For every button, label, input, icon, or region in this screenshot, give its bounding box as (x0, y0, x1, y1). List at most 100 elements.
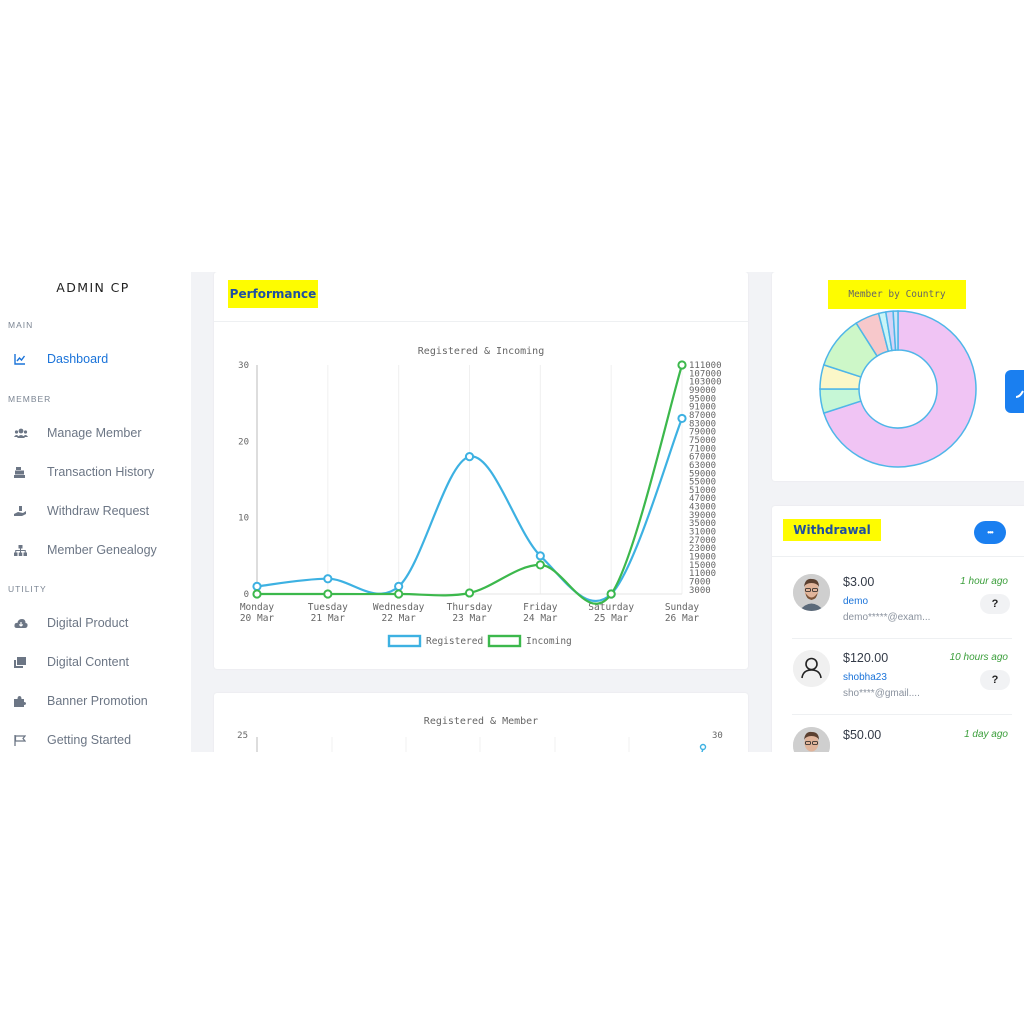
country-pie-chart (819, 310, 977, 468)
y-right-tick: 15000 (689, 561, 716, 571)
y-left-tick: 25 (237, 731, 248, 741)
sidebar-item-dashboard[interactable]: Dashboard (14, 348, 108, 370)
x-tick-label: 25 Mar (594, 613, 629, 624)
pie-slice (892, 310, 899, 351)
data-point (252, 581, 262, 591)
y-right-tick: 59000 (689, 469, 716, 479)
data-point (699, 743, 707, 751)
withdraw-time: 1 hour ago (960, 576, 1008, 587)
chart-title: Registered & Incoming (418, 346, 544, 357)
x-tick-label: 26 Mar (665, 613, 700, 624)
legend-label: Registered (426, 636, 483, 647)
series-line (256, 417, 684, 602)
section-member-title: MEMBER (8, 394, 52, 404)
list-item[interactable]: $120.00 shobha23 sho****@gmail.... 10 ho… (772, 639, 1012, 715)
y-right-tick: 75000 (689, 436, 716, 446)
x-tick-label: Thursday (447, 602, 493, 613)
y-right-tick: 103000 (689, 378, 722, 388)
registered-member-card: Registered & Member 25 30 (214, 693, 748, 752)
sidebar: ADMIN CP MAIN Dashboard MEMBER Manage Me… (0, 272, 190, 752)
sidebar-item-banner-promotion[interactable]: Banner Promotion (14, 690, 148, 712)
sidebar-item-label: Transaction History (47, 465, 155, 479)
data-point (535, 551, 545, 561)
divider (792, 714, 1012, 715)
card-divider (214, 321, 748, 322)
sidebar-item-label: Dashboard (47, 352, 109, 366)
sidebar-item-label: Manage Member (47, 426, 142, 440)
detail-button[interactable]: ? (980, 594, 1010, 614)
data-point (394, 581, 404, 591)
list-item[interactable]: $50.00 1 day ago (772, 716, 1012, 752)
sidebar-item-transaction-history[interactable]: Transaction History (14, 461, 154, 483)
dashboard-viewport: ADMIN CP MAIN Dashboard MEMBER Manage Me… (0, 272, 1024, 752)
divider (792, 638, 1012, 639)
y-right-tick: 91000 (689, 403, 716, 413)
withdraw-time: 10 hours ago (949, 652, 1008, 663)
x-tick-label: 24 Mar (523, 613, 558, 624)
withdraw-email: sho****@gmail.... (843, 688, 920, 699)
data-point (252, 589, 262, 599)
detail-button[interactable]: ? (980, 670, 1010, 690)
y-right-tick: 51000 (689, 486, 716, 496)
y-right-tick: 99000 (689, 386, 716, 396)
section-main-title: MAIN (8, 320, 34, 330)
data-point (606, 589, 616, 599)
list-item[interactable]: $3.00 demo demo*****@exam... 1 hour ago … (772, 563, 1012, 639)
y-right-tick: 27000 (689, 536, 716, 546)
legend-swatch (387, 634, 422, 648)
y-right-tick: 31000 (689, 528, 716, 538)
withdrawal-heading: Withdrawal (783, 519, 881, 541)
sidebar-item-withdraw-request[interactable]: Withdraw Request (14, 500, 149, 522)
sidebar-item-label: Getting Started (47, 733, 132, 747)
flag-icon (14, 733, 34, 747)
side-tab-button[interactable] (1005, 370, 1024, 413)
cloud-download-icon (14, 616, 34, 630)
withdraw-email: demo*****@exam... (843, 612, 931, 623)
avatar (793, 574, 830, 611)
legend-swatch (487, 634, 522, 648)
sidebar-item-getting-started[interactable]: Getting Started (14, 729, 131, 751)
sidebar-item-member-genealogy[interactable]: Member Genealogy (14, 539, 157, 561)
brand-title: ADMIN CP (56, 280, 130, 295)
x-tick-label: 20 Mar (240, 613, 275, 624)
y-right-tick: 43000 (689, 503, 716, 513)
member-by-country-card: Member by Country (772, 272, 1024, 481)
data-point (677, 413, 687, 424)
y-right-tick: 107000 (689, 369, 722, 379)
more-options-button[interactable]: ••• (974, 521, 1006, 544)
sidebar-item-label: Withdraw Request (47, 504, 150, 518)
withdraw-username[interactable]: shobha23 (843, 672, 887, 683)
sidebar-item-manage-member[interactable]: Manage Member (14, 422, 142, 444)
sidebar-item-digital-content[interactable]: Digital Content (14, 651, 129, 673)
section-utility-title: UTILITY (8, 584, 47, 594)
withdraw-amount: $3.00 (843, 575, 875, 589)
withdraw-time: 1 day ago (964, 729, 1008, 740)
y-right-tick: 11000 (689, 569, 716, 579)
y-left-tick: 30 (238, 361, 249, 371)
data-point (323, 589, 333, 599)
y-right-tick: 19000 (689, 553, 716, 563)
y-left-tick: 10 (238, 514, 249, 524)
series-line (257, 364, 684, 605)
x-tick-label: Saturday (588, 602, 634, 613)
x-tick-label: Friday (523, 602, 558, 613)
sitemap-icon (14, 543, 34, 557)
pie-slice (822, 310, 977, 468)
chart-icon (14, 352, 34, 366)
y-right-tick: 111000 (689, 361, 722, 371)
sidebar-item-digital-product[interactable]: Digital Product (14, 612, 128, 634)
hand-holding-icon (14, 504, 34, 518)
country-chart-title: Member by Country (828, 280, 966, 309)
y-right-tick: 30 (712, 731, 723, 741)
data-point (464, 452, 475, 462)
registered-member-chart: Registered & Member 25 30 (237, 716, 723, 752)
y-right-tick: 7000 (689, 578, 711, 588)
sidebar-item-label: Digital Product (47, 616, 129, 630)
x-tick-label: Monday (240, 602, 275, 613)
chart-title: Registered & Member (424, 716, 538, 727)
y-right-tick: 95000 (689, 394, 716, 404)
clone-icon (14, 655, 34, 669)
withdrawal-card: Withdrawal ••• $3.00 demo demo*****@exam… (772, 506, 1024, 752)
withdraw-username[interactable]: demo (843, 596, 869, 607)
